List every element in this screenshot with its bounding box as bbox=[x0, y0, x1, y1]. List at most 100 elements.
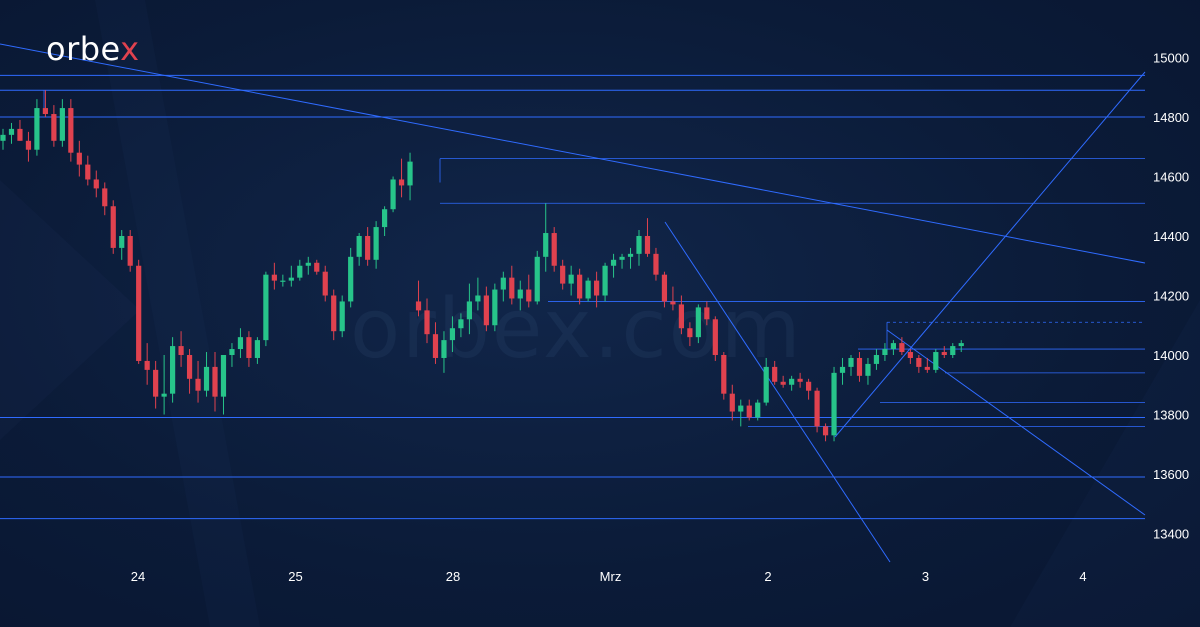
candle-bull bbox=[34, 108, 40, 150]
candle-bull bbox=[229, 349, 235, 355]
y-tick-label: 13600 bbox=[1153, 467, 1189, 482]
candle-bull bbox=[789, 378, 795, 385]
candle-bear bbox=[93, 179, 99, 189]
candle-bear bbox=[17, 128, 23, 141]
candle-bull bbox=[458, 319, 464, 329]
candle-bear bbox=[153, 369, 159, 397]
x-tick-label: 4 bbox=[1079, 569, 1086, 584]
candle-bear bbox=[822, 426, 829, 436]
candle-bear bbox=[797, 378, 803, 382]
candle-bear bbox=[424, 310, 430, 335]
bg-shape bbox=[1010, 300, 1200, 627]
candle-bull bbox=[288, 277, 294, 281]
candle-bull bbox=[627, 253, 634, 257]
candle-bull bbox=[170, 346, 176, 394]
candle-bull bbox=[8, 128, 15, 135]
candle-bear bbox=[653, 253, 659, 275]
candle-bear bbox=[746, 405, 752, 418]
candle-bull bbox=[543, 233, 549, 257]
x-tick-label: 24 bbox=[131, 569, 145, 584]
candle-bear bbox=[806, 381, 812, 391]
candle-bear bbox=[246, 337, 252, 358]
candle-bear bbox=[110, 206, 116, 248]
candle-bull bbox=[220, 355, 227, 397]
candle-bear bbox=[916, 357, 922, 367]
candle-bear bbox=[704, 307, 710, 320]
candle-bear bbox=[178, 346, 184, 355]
candle-bear bbox=[678, 304, 684, 329]
y-tick-label: 14400 bbox=[1153, 229, 1189, 244]
y-tick-label: 13400 bbox=[1153, 527, 1189, 542]
candle-bull bbox=[390, 179, 396, 210]
x-tick-label: 2 bbox=[764, 569, 771, 584]
y-tick-label: 14600 bbox=[1153, 170, 1189, 185]
candle-bull bbox=[161, 393, 167, 397]
y-tick-label: 14000 bbox=[1153, 348, 1189, 363]
candle-bull bbox=[831, 372, 837, 436]
y-tick-label: 15000 bbox=[1153, 51, 1189, 66]
candle-bull bbox=[890, 343, 896, 350]
y-tick-label: 14200 bbox=[1153, 289, 1189, 304]
candle-bear bbox=[924, 366, 930, 370]
candle-bear bbox=[687, 328, 693, 338]
candle-bull bbox=[475, 295, 481, 302]
candle-bull bbox=[695, 307, 701, 338]
candle-bear bbox=[772, 366, 778, 382]
candle-bear bbox=[85, 164, 91, 180]
y-tick-label: 13800 bbox=[1153, 408, 1189, 423]
candle-bear bbox=[25, 140, 32, 150]
candle-bear bbox=[577, 274, 583, 299]
candle-bull bbox=[568, 274, 574, 284]
candle-bear bbox=[136, 265, 142, 361]
candle-bull bbox=[263, 274, 269, 341]
candle-bear bbox=[271, 274, 277, 281]
candle-bull bbox=[59, 108, 65, 141]
trend-line bbox=[664, 221, 891, 563]
candle-bear bbox=[483, 295, 489, 326]
candle-bull bbox=[738, 405, 744, 412]
candle-bull bbox=[254, 340, 260, 358]
candle-bear bbox=[186, 355, 193, 379]
bg-shape bbox=[95, 0, 260, 627]
candle-bull bbox=[763, 366, 769, 403]
candle-bear bbox=[51, 114, 57, 141]
candle-bull bbox=[382, 209, 388, 228]
candle-bull bbox=[602, 265, 608, 296]
candle-bear bbox=[644, 236, 651, 254]
candle-bear bbox=[661, 274, 668, 302]
candle-bull bbox=[619, 256, 625, 260]
candle-bull bbox=[958, 343, 964, 347]
candle-bull bbox=[407, 161, 413, 186]
candle-bear bbox=[712, 319, 718, 355]
x-tick-label: 3 bbox=[922, 569, 929, 584]
candle-bear bbox=[941, 352, 947, 355]
bg-shape bbox=[0, 180, 140, 440]
candle-bull bbox=[305, 262, 311, 266]
candle-bear bbox=[212, 366, 218, 397]
candle-bull bbox=[848, 357, 854, 367]
candle-bear bbox=[127, 236, 133, 266]
candle-bear bbox=[721, 355, 727, 394]
candle-bear bbox=[526, 289, 532, 302]
candle-bull bbox=[441, 340, 447, 358]
candle-bear bbox=[856, 357, 863, 376]
candle-bull bbox=[119, 236, 125, 248]
orbex-logo: orbex bbox=[46, 30, 140, 68]
candle-bear bbox=[551, 233, 557, 266]
candle-bull bbox=[280, 280, 286, 282]
candle-bull bbox=[237, 337, 244, 350]
candle-bear bbox=[322, 271, 328, 296]
candle-bear bbox=[42, 108, 48, 115]
candle-bull bbox=[610, 259, 617, 266]
candle-bear bbox=[560, 265, 566, 284]
candle-bull bbox=[0, 134, 6, 141]
candle-bear bbox=[594, 280, 600, 296]
candle-bear bbox=[68, 108, 74, 153]
candle-bull bbox=[950, 346, 956, 355]
candle-bull bbox=[755, 402, 761, 418]
candle-bull bbox=[534, 256, 540, 302]
candle-bull bbox=[449, 328, 456, 341]
candle-bear bbox=[398, 179, 405, 186]
